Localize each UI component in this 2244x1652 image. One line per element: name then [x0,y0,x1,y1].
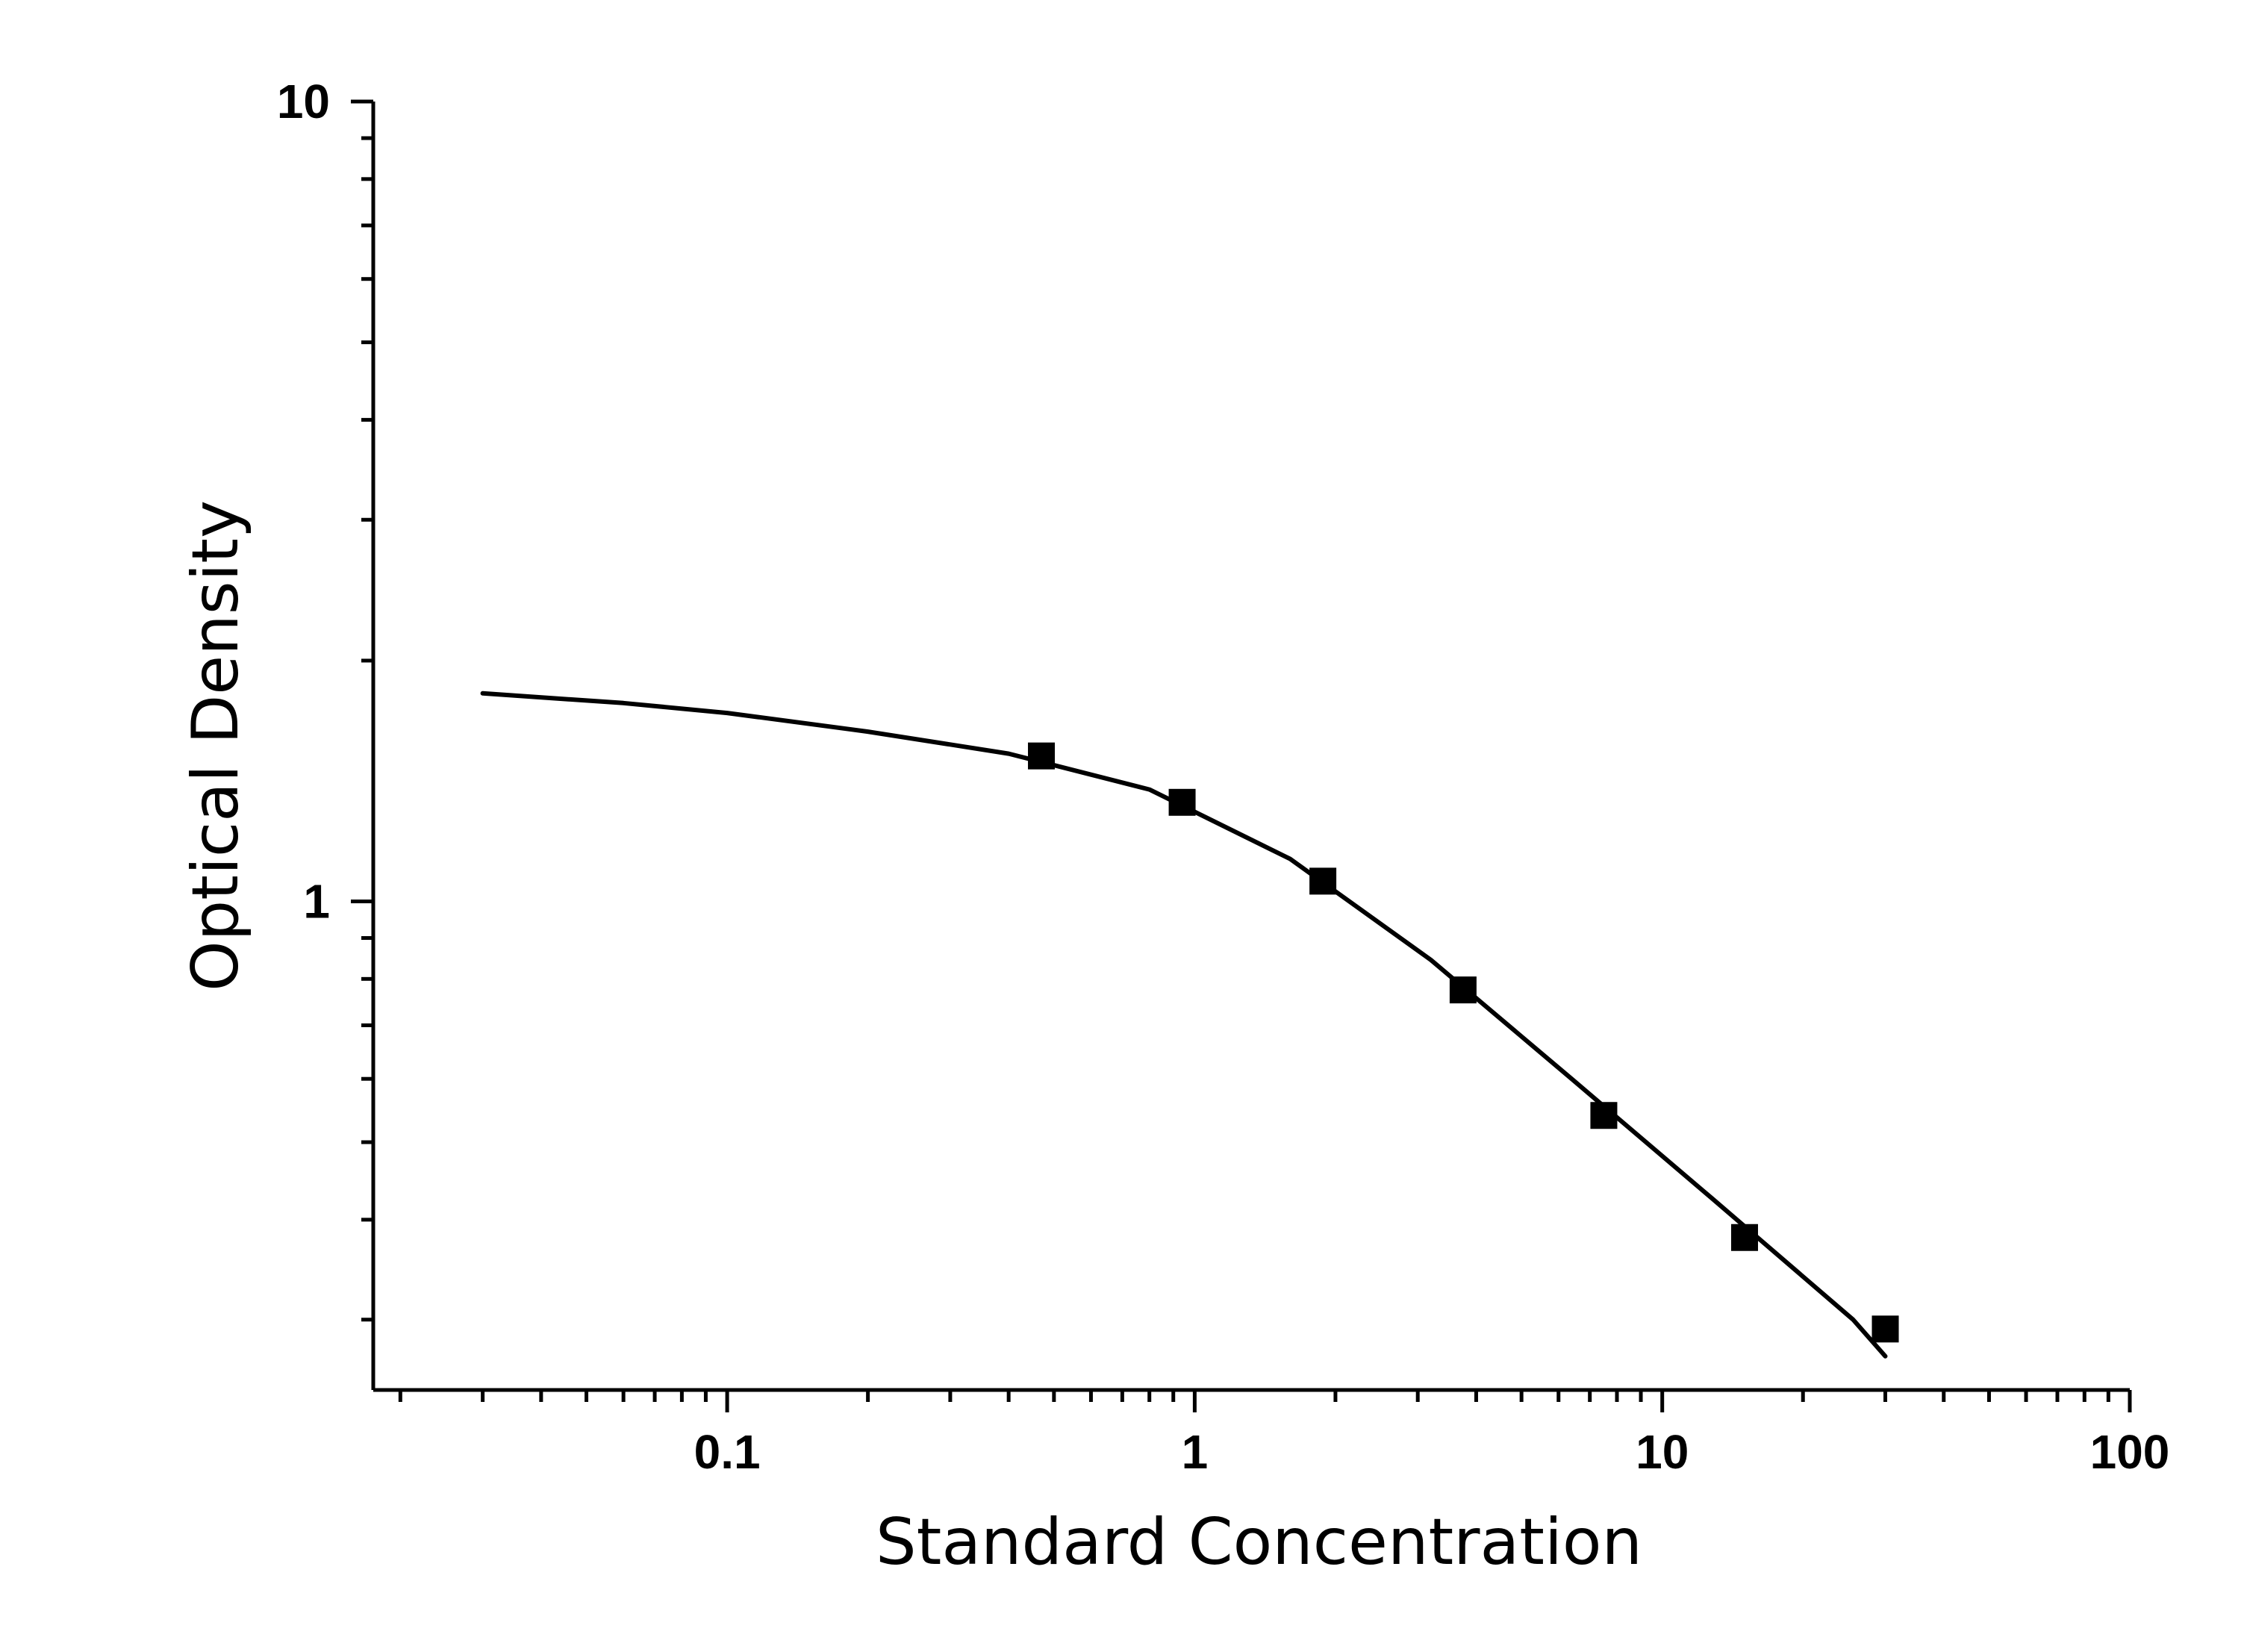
y-tick-label: 1 [303,874,330,928]
x-tick-label: 0.1 [694,1425,761,1479]
x-tick-label: 1 [1182,1425,1209,1479]
x-axis-title: Standard Concentration [876,1505,1642,1580]
y-axis-title: Optical Density [178,500,253,991]
x-tick-label: 10 [1636,1425,1689,1479]
fit-curve [480,691,1888,1359]
x-tick-label: 100 [2090,1425,2170,1479]
data-point [1871,1315,1899,1343]
y-tick-label: 10 [277,75,330,128]
